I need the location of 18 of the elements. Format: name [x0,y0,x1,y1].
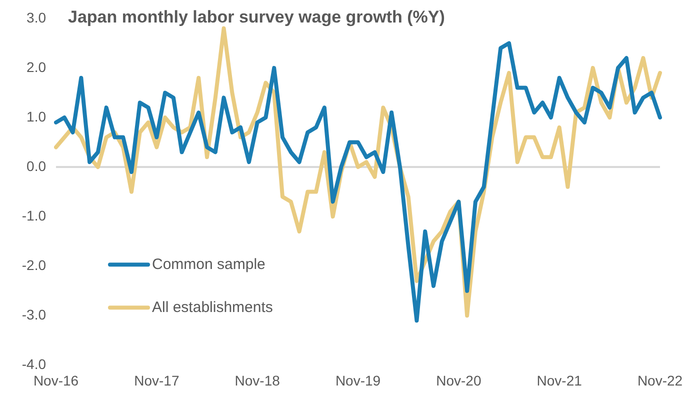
y-tick-label: 2.0 [26,58,46,75]
x-tick-label: Nov-19 [335,372,381,388]
y-tick-label: -2.0 [22,256,46,273]
y-tick-label: 3.0 [26,9,46,26]
y-tick-label: 1.0 [26,108,46,124]
x-tick-label: Nov-17 [134,372,180,388]
y-tick-label: 0.0 [26,158,46,174]
legend-label: Common sample [152,256,266,273]
legend-label: All establishments [152,298,273,316]
x-tick-label: Nov-16 [33,372,79,388]
x-tick-label: Nov-21 [536,372,582,388]
x-tick-label: Nov-20 [436,372,482,388]
x-tick-label: Nov-18 [234,372,280,388]
y-tick-label: -1.0 [22,207,46,224]
x-tick-label: Nov-22 [637,372,683,388]
y-tick-label: -4.0 [22,356,46,372]
chart-title: Japan monthly labor survey wage growth (%Y) [68,8,445,27]
y-tick-label: -3.0 [22,306,46,323]
